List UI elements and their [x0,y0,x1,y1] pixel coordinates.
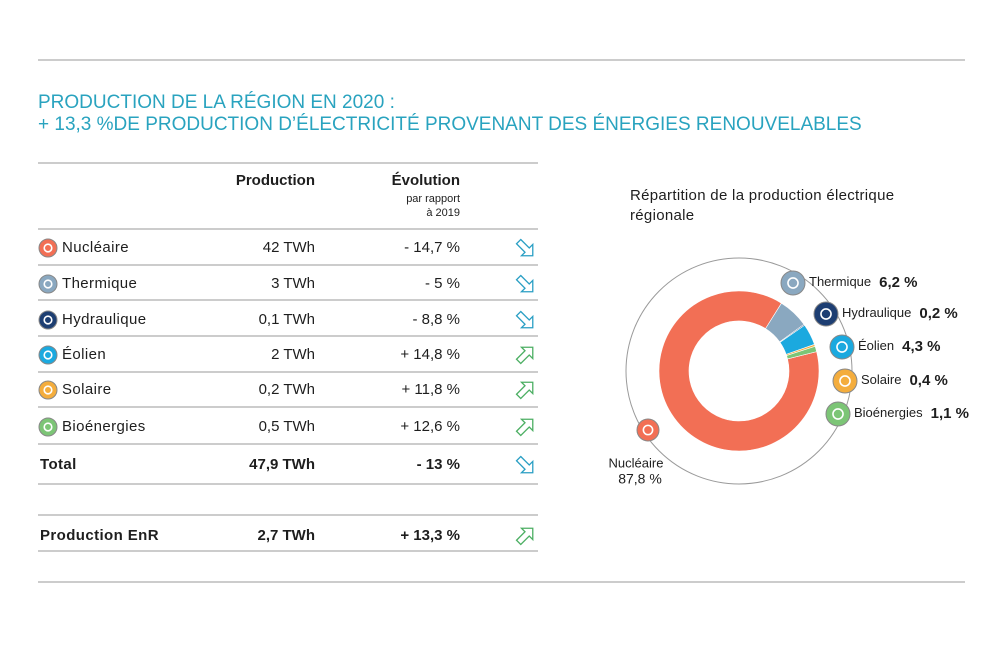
slice-value: 1,1 % [931,405,969,422]
row-production: 42 TWh [263,239,315,256]
slice-label: Solaire [861,372,901,387]
icon-glyph [43,243,53,253]
row-production: 2,7 TWh [257,527,315,544]
row-evolution: - 13 % [417,456,460,473]
row-label: Solaire [62,381,112,398]
icon [829,334,855,360]
row-production: 3 TWh [271,275,315,292]
icon-circle [38,417,58,437]
slice-value: 0,2 % [919,305,957,322]
trend-arrow [515,238,534,257]
icon [38,417,58,437]
icon [38,238,58,258]
icon-circle [780,270,806,296]
slice-label-group: Hydraulique 0,2 % [842,305,958,322]
col-note: par rapport [406,193,460,205]
slice-label: Bioénergies [854,405,923,420]
trend-arrow [515,274,534,293]
row-evolution: + 12,6 % [400,418,460,435]
row-evolution: + 11,8 % [401,381,460,398]
slice-label-group: Solaire 0,4 % [861,372,948,389]
icon-glyph [43,422,53,432]
icon-circle [829,334,855,360]
row-label: Total [40,456,77,473]
icon-glyph [820,308,832,320]
trend-arrow [515,455,534,474]
slice-label-group: Thermique 6,2 % [809,274,918,291]
icon-glyph [642,424,654,436]
icon-circle [825,401,851,427]
icon-circle [832,368,858,394]
icon [636,418,660,442]
icon [780,270,806,296]
title-line: PRODUCTION DE LA RÉGION EN 2020 : [38,92,395,113]
icon-glyph [839,375,851,387]
slice-value: 4,3 % [902,338,940,355]
icon-glyph [836,341,848,353]
row-label: Hydraulique [62,311,146,328]
icon [832,368,858,394]
icon [825,401,851,427]
trend-arrow [515,310,534,329]
icon [38,345,58,365]
col-note: à 2019 [426,207,460,219]
icon-circle [636,418,660,442]
row-label: Thermique [62,275,137,292]
row-evolution: + 14,8 % [400,346,460,363]
icon-glyph [787,277,799,289]
icon-circle [38,274,58,294]
slice-value: 0,4 % [909,372,947,389]
slice-label-group: Bioénergies 1,1 % [854,405,969,422]
row-production: 47,9 TWh [249,456,315,473]
row-label: Bioénergies [62,418,146,435]
slice-label: Nucléaire [609,455,664,470]
row-label: Production EnR [40,527,159,544]
row-evolution: - 8,8 % [412,311,460,328]
icon [38,380,58,400]
row-production: 2 TWh [271,346,315,363]
icon-circle [38,310,58,330]
row-label: Nucléaire [62,239,129,256]
row-evolution: - 14,7 % [404,239,460,256]
row-production: 0,5 TWh [259,418,315,435]
slice-value: 6,2 % [879,274,917,291]
icon-glyph [43,315,53,325]
icon-glyph [43,279,53,289]
row-label: Éolien [62,346,106,363]
slice-label-group: Éolien 4,3 % [858,338,941,355]
donut-slice [658,290,820,452]
trend-arrow [515,418,534,437]
chart-title: Répartition de la production électrique … [630,187,895,224]
icon [38,310,58,330]
icon-circle [38,238,58,258]
slice-label: Thermique [809,274,871,289]
trend-arrow [515,527,534,546]
donut-slice [786,345,817,360]
chart-title-box: Répartition de la production électrique … [630,187,895,224]
icon [813,301,839,327]
row-production: 0,2 TWh [259,381,315,398]
row-evolution: - 5 % [425,275,460,292]
row-evolution: + 13,3 % [400,527,460,544]
col-header: Évolution [392,172,460,189]
trend-arrow [515,381,534,400]
icon-glyph [43,350,53,360]
trend-arrow [515,346,534,365]
icon-circle [38,345,58,365]
slice-label: Hydraulique [842,305,911,320]
slice-value: 87,8 % [618,471,662,487]
icon-glyph [832,408,844,420]
row-production: 0,1 TWh [259,311,315,328]
title-line: + 13,3 %DE PRODUCTION D’ÉLECTRICITÉ PROV… [38,114,862,135]
slice-label: Éolien [858,338,894,353]
icon [38,274,58,294]
icon-glyph [43,385,53,395]
col-header: Production [236,172,315,189]
icon-circle [813,301,839,327]
icon-circle [38,380,58,400]
